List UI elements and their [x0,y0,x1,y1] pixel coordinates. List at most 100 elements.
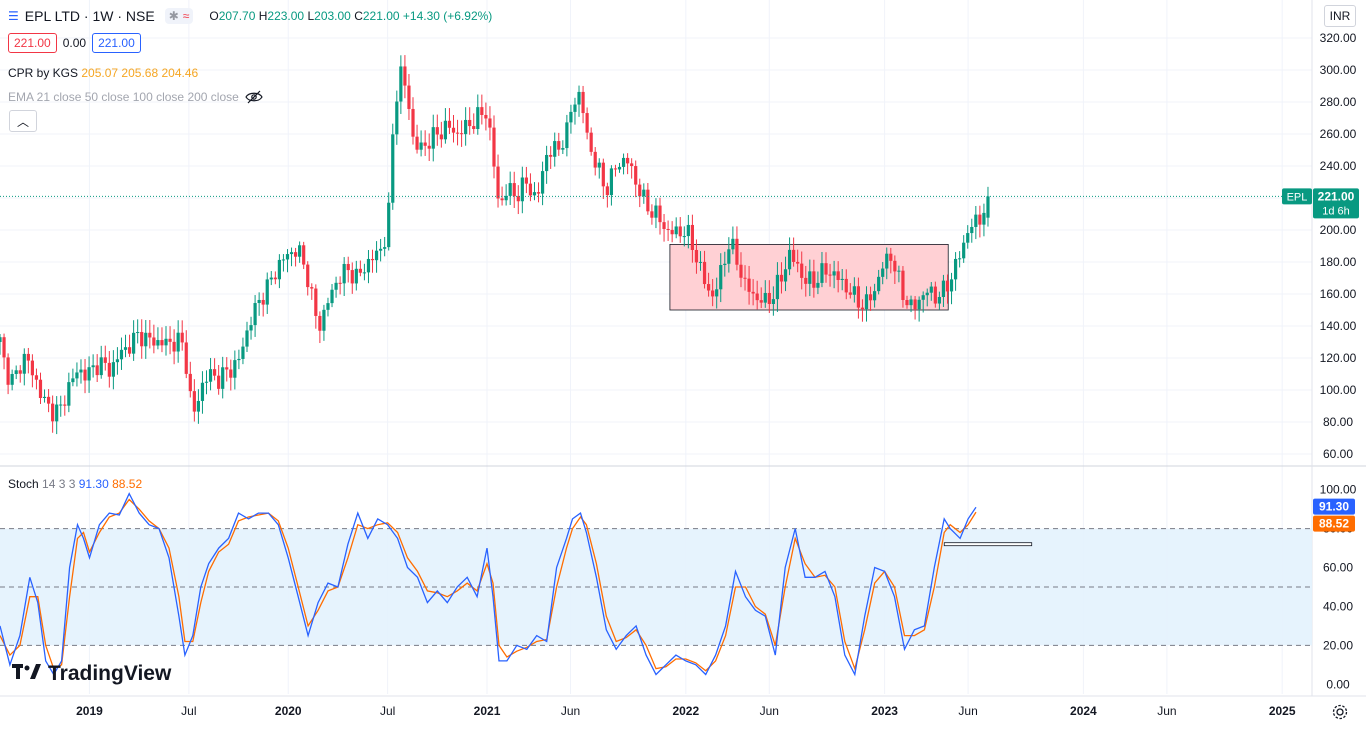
candle-body [609,168,614,196]
hidden-eye-icon[interactable] [245,90,263,104]
stoch-legend[interactable]: Stoch 14 3 3 91.30 88.52 [8,477,142,491]
candle-body [674,226,678,235]
candle-body [549,154,553,157]
candle-body [743,277,747,279]
candle-body [573,104,577,112]
candle-body [706,284,711,291]
candle-body [229,369,233,378]
candle-body [18,370,22,374]
collapse-legend-button[interactable]: ︿ [9,110,37,132]
candle-body [257,299,261,304]
candle-body [804,277,808,284]
sell-button[interactable]: 221.00 [8,33,57,53]
candle-body [540,171,545,194]
candle-body [885,253,889,269]
candle-body [374,250,379,261]
candle-body [520,177,524,202]
stoch-name: Stoch [8,477,39,491]
candle-body [10,373,14,385]
candle-body [330,289,334,304]
market-status-pill[interactable]: ✱ ≈ [164,8,194,24]
candle-body [565,122,569,149]
candle-body [148,332,152,338]
candle-body [783,269,788,282]
candle-body [225,367,229,370]
candle-body [500,198,504,201]
stoch-k-tag [1313,498,1355,515]
time-tick-label: Jul [380,704,395,718]
candle-body [488,118,492,128]
candle-body [873,291,877,301]
candle-body [484,114,488,119]
candle-body [342,263,346,284]
symbol-legend[interactable]: ☰ EPL LTD · 1W · NSE ✱ ≈ O207.70 H223.00… [8,8,492,24]
candle-body [634,166,638,185]
stoch-k-tag-value: 91.30 [1319,500,1349,514]
candle-body [925,292,929,296]
candle-body [727,249,731,264]
buy-button[interactable]: 221.00 [92,33,141,53]
candle-body [168,338,172,342]
settings-gear-icon[interactable] [1331,703,1349,721]
candle-body [747,278,751,292]
candle-body [407,85,411,109]
candle-body [447,120,452,128]
candle-body [966,233,970,243]
stoch-tick-label: 20.00 [1323,638,1353,652]
candle-body [642,189,646,197]
candle-body [237,358,241,361]
candle-body [464,119,468,135]
candle-body [156,340,160,346]
candle-body [524,177,528,184]
candle-body [443,120,447,140]
candle-body [937,296,941,304]
candle-body [739,264,743,278]
candle-body [67,382,71,406]
candle-body [59,404,63,406]
candle-body [735,238,739,265]
candle-body [492,127,496,167]
candle-body [0,337,2,342]
time-tick-label: 2023 [871,704,898,718]
candle-body [496,166,500,199]
candle-body [160,340,164,346]
price-tick-label: 260.00 [1320,127,1357,141]
candle-body [982,212,986,225]
tradingview-logo[interactable]: TradingView [12,662,171,686]
candle-body [34,375,39,380]
candle-body [318,315,322,331]
candle-body [472,126,476,130]
candle-body [812,271,816,288]
ema-legend[interactable]: EMA 21 close 50 close 100 close 200 clos… [8,90,263,104]
candle-body [91,365,95,368]
last-price-value: 221.00 [1318,189,1355,203]
candle-body [75,372,79,379]
stoch-reference-line [943,542,1033,547]
candle-body [411,108,415,137]
candle-body [897,270,901,272]
candle-body [391,134,395,203]
candle-body [933,286,937,304]
cpr-name: CPR by KGS [8,66,79,80]
candle-body [468,119,472,127]
candle-body [476,107,480,130]
candle-body [451,127,456,133]
candle-body [581,91,585,114]
candle-body [245,330,249,347]
candle-body [881,268,885,277]
candle-body [127,347,132,354]
candle-body [164,338,168,346]
currency-selector[interactable]: INR [1324,5,1356,27]
candle-body [334,282,338,290]
candle-body [601,162,605,187]
symbol-title[interactable]: EPL LTD · 1W · NSE [24,8,155,24]
logo-text: TradingView [48,662,172,685]
cpr-value-2: 205.68 [121,66,159,80]
cpr-legend[interactable]: CPR by KGS 205.07 205.68 204.46 [8,66,198,80]
candle-body [585,113,589,133]
price-tick-label: 80.00 [1323,415,1353,429]
stoch-tick-label: 60.00 [1323,561,1353,575]
stoch-k-line [0,492,977,677]
candle-body [265,279,269,305]
